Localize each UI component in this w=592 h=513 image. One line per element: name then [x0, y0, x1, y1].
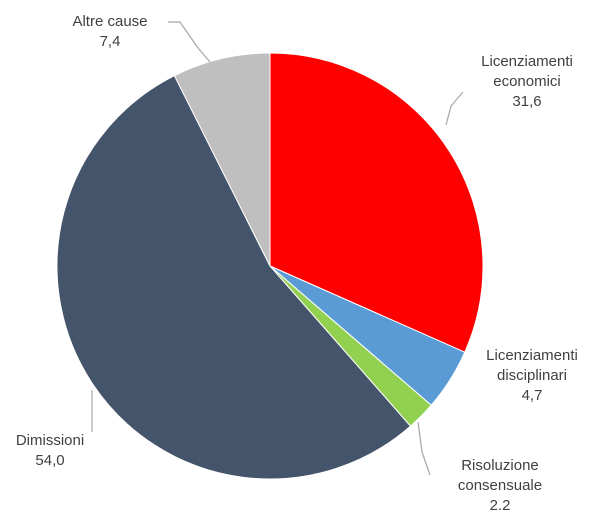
slice-name-line: Risoluzione — [461, 457, 539, 474]
pie-slices — [56, 52, 484, 480]
slice-value-label: 54,0 — [35, 452, 64, 469]
pie-slice-dimissioni — [56, 74, 412, 480]
pie-slice-altre-cause — [173, 52, 271, 267]
slice-name-line: economici — [493, 73, 561, 90]
pie-slice-licenziamenti-economici — [269, 52, 484, 353]
leader-line-licenziamenti-economici — [445, 91, 464, 126]
slice-label-licenziamenti-disciplinari: Licenziamenti disciplinari 4,7 — [486, 347, 578, 404]
leader-lines — [91, 21, 464, 476]
leader-line-altre-cause — [168, 21, 211, 63]
slice-value-label: 31,6 — [512, 93, 541, 110]
slice-label-altre-cause: Altre cause 7,4 — [72, 13, 147, 50]
slice-name-line: consensuale — [458, 477, 542, 494]
slice-name-line: Licenziamenti — [481, 53, 573, 70]
slice-name-line: Altre cause — [72, 13, 147, 30]
slice-value-label: 4,7 — [522, 387, 543, 404]
slice-label-dimissioni: Dimissioni 54,0 — [16, 432, 84, 469]
slice-value-label: 7,4 — [100, 33, 121, 50]
slice-name-line: Licenziamenti — [486, 347, 578, 364]
slice-labels: Licenziamenti economici 31,6 Licenziamenti d… — [16, 13, 578, 513]
slice-label-risoluzione-consensuale: Risoluzione consensuale 2.2 — [458, 457, 542, 513]
slice-name-line: Dimissioni — [16, 432, 84, 449]
slice-name-line: disciplinari — [497, 367, 567, 384]
slice-label-licenziamenti-economici: Licenziamenti economici 31,6 — [481, 53, 573, 110]
slice-value-label: 2.2 — [490, 497, 511, 513]
leader-line-risoluzione-consensuale — [417, 421, 431, 476]
